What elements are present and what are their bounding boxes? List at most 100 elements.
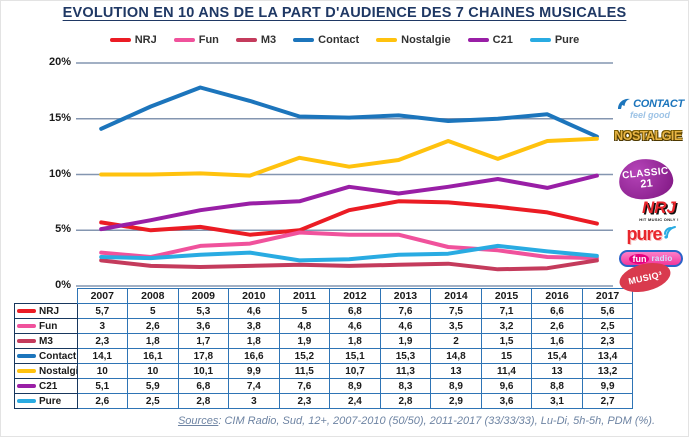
table-value-cell: 7,4 [228, 378, 280, 394]
table-value-cell: 1,7 [177, 333, 230, 349]
table-year-header: 2008 [127, 288, 179, 304]
source-note: Sources: CIM Radio, Sud, 12+, 2007-2010 … [151, 415, 682, 427]
sources-text: : CIM Radio, Sud, 12+, 2007-2010 (50/50)… [218, 415, 656, 427]
table-value-cell: 8,9 [329, 378, 381, 394]
nrj-logo: NRJ HIT MUSIC ONLY ! [633, 199, 685, 222]
legend-label: Contact [318, 34, 360, 46]
legend-label: C21 [492, 34, 513, 46]
table-value-cell: 15,1 [329, 348, 381, 364]
table-value-cell: 2,3 [581, 333, 634, 349]
table-value-cell: 13,2 [581, 363, 634, 379]
table-value-cell: 1,6 [531, 333, 583, 349]
table-value-cell: 11,5 [278, 363, 331, 379]
table-value-cell: 8,9 [430, 378, 482, 394]
wifi-icon [663, 226, 676, 239]
row-label-text: Nostalgie [39, 365, 76, 377]
table-value-cell: 2,8 [177, 393, 230, 409]
table-value-cell: 1,8 [127, 333, 179, 349]
table-value-cell: 13,4 [581, 348, 634, 364]
table-value-cell: 2,3 [278, 393, 331, 409]
legend-item-nostalgie: Nostalgie [376, 34, 451, 46]
table-value-cell: 4,6 [379, 318, 432, 334]
table-value-cell: 13 [430, 363, 482, 379]
table-value-cell: 15,3 [379, 348, 432, 364]
data-table: 2007 2008 2009 2010 2011 2012 2013 2014 2015 2016… [14, 288, 634, 409]
table-value-cell: 1,8 [228, 333, 280, 349]
table-row-label: Contact [14, 348, 78, 364]
table-value-cell: 2,3 [76, 333, 129, 349]
table-value-cell: 3,2 [480, 318, 533, 334]
contact-logo: CONTACT feel good [613, 97, 687, 120]
table-value-cell: 2,6 [127, 318, 179, 334]
table-value-cell: 2,9 [430, 393, 482, 409]
table-value-cell: 3 [76, 318, 129, 334]
table-row: NRJ 5,7 5 5,3 4,6 5 6,8 7,6 7,5 7,1 6,6 5,6 [14, 303, 634, 319]
contact-logo-tagline: feel good [630, 110, 670, 120]
table-value-cell: 5,7 [76, 303, 129, 319]
table-value-cell: 4,8 [278, 318, 331, 334]
table-year-header: 2012 [329, 288, 381, 304]
nrj-logo-tagline: HIT MUSIC ONLY ! [639, 217, 679, 222]
row-swatch [17, 384, 36, 388]
table-year-header: 2007 [76, 288, 129, 304]
table-row-label: Nostalgie [14, 363, 78, 379]
table-value-cell: 3,5 [430, 318, 482, 334]
legend-label: Nostalgie [401, 34, 451, 46]
table-year-header: 2011 [278, 288, 331, 304]
series-line-nrj [99, 199, 599, 237]
series-line-m3 [99, 258, 599, 272]
table-year-header: 2009 [177, 288, 230, 304]
table-value-cell: 7,6 [278, 378, 331, 394]
table-value-cell: 15,4 [531, 348, 583, 364]
row-label-text: NRJ [39, 305, 60, 317]
row-swatch [17, 324, 36, 328]
table-value-cell: 3,1 [531, 393, 583, 409]
table-year-header: 2016 [531, 288, 583, 304]
table-value-cell: 8,8 [531, 378, 583, 394]
table-value-cell: 2,5 [127, 393, 179, 409]
table-value-cell: 10,7 [329, 363, 381, 379]
y-tick-label: 5% [55, 223, 71, 236]
musiq3-logo-label: MUSIQ³ [627, 269, 663, 286]
table-value-cell: 9,9 [581, 378, 634, 394]
contact-logo-label: CONTACT [633, 97, 684, 110]
row-swatch [17, 369, 36, 373]
data-table-wrap: 2007 2008 2009 2010 2011 2012 2013 2014 2015 2016… [14, 288, 634, 409]
series-line-pure [99, 243, 599, 263]
legend-label: M3 [260, 34, 277, 46]
table-value-cell: 7,5 [430, 303, 482, 319]
table-value-cell: 3 [228, 393, 280, 409]
table-year-header: 2010 [228, 288, 280, 304]
table-year-header: 2014 [430, 288, 482, 304]
legend-item-pure: Pure [529, 34, 579, 46]
legend-item-m3: M3 [235, 34, 277, 46]
pure-logo-label: pure [626, 224, 662, 244]
table-value-cell: 9,9 [228, 363, 280, 379]
table-row: Fun 3 2,6 3,6 3,8 4,8 4,6 4,6 3,5 3,2 2,6 2,5 [14, 318, 634, 334]
nrj-logo-label: NRJ [641, 198, 676, 217]
row-swatch [17, 354, 36, 358]
table-value-cell: 5,6 [581, 303, 634, 319]
row-swatch [17, 399, 36, 403]
table-row: M3 2,3 1,8 1,7 1,8 1,9 1,8 1,9 2 1,5 1,6 2,3 [14, 333, 634, 349]
table-row-label: Pure [14, 393, 78, 409]
table-value-cell: 11,4 [480, 363, 533, 379]
legend-label: NRJ [134, 34, 157, 46]
legend-swatch [293, 38, 315, 42]
table-value-cell: 2,6 [76, 393, 129, 409]
table-value-cell: 4,6 [228, 303, 280, 319]
table-value-cell: 9,6 [480, 378, 533, 394]
y-tick-label: 0% [55, 279, 71, 291]
fun-radio-logo-fun: fun [629, 253, 650, 264]
table-value-cell: 2,7 [581, 393, 634, 409]
table-value-cell: 15,2 [278, 348, 331, 364]
table-value-cell: 14,1 [76, 348, 129, 364]
table-value-cell: 13 [531, 363, 583, 379]
table-value-cell: 3,8 [228, 318, 280, 334]
legend-swatch [173, 38, 195, 42]
legend-label: Fun [198, 34, 219, 46]
table-value-cell: 5,9 [127, 378, 179, 394]
row-label-text: M3 [39, 335, 53, 347]
table-value-cell: 11,3 [379, 363, 432, 379]
